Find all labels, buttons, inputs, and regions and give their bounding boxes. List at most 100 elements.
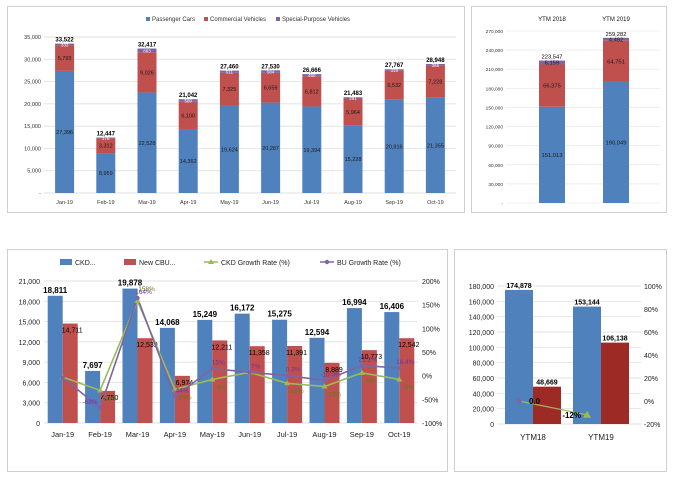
x-tick-label: Jun-19 — [262, 200, 279, 206]
bu-growth-point — [135, 295, 140, 301]
value-label: 863 — [143, 48, 151, 53]
y2-tick-label: 200% — [422, 279, 440, 286]
bar-commercial-vehicles — [219, 72, 239, 106]
y2-tick-label: 40% — [644, 353, 658, 360]
y-tick-label: 60,000 — [488, 163, 503, 169]
total-label: 26,666 — [303, 68, 322, 74]
y-tick-label: 240,000 — [486, 48, 504, 54]
ckd-growth-point — [134, 297, 141, 303]
y-tick-label: - — [39, 191, 41, 197]
bar-passenger-cars — [539, 106, 565, 203]
bu-growth-point — [397, 365, 402, 371]
ckd-value-label: 153,144 — [574, 300, 599, 307]
value-label: 511 — [226, 70, 234, 75]
total-label: 21,483 — [344, 91, 363, 97]
legend-label-ckd: CKD... — [75, 260, 96, 267]
total-label: 223,547 — [542, 55, 563, 61]
ckd-growth-point — [358, 369, 365, 375]
y-tick-label: 3,000 — [22, 401, 40, 408]
bu-growth-point — [172, 394, 178, 399]
bar-passenger-cars — [55, 70, 75, 193]
y-tick-label: 5,000 — [27, 169, 41, 175]
x-tick-label: Feb-19 — [88, 430, 112, 439]
bu-growth-point — [247, 370, 252, 375]
y-tick-label: 150,000 — [486, 105, 504, 111]
ckd-growth-point — [171, 386, 178, 392]
value-label: 14,362 — [180, 159, 197, 165]
y-tick-label: 210,000 — [486, 67, 504, 73]
bar-commercial-vehicles — [96, 138, 116, 154]
legend-label-cbu: New CBU... — [139, 260, 176, 267]
value-label: 20,287 — [262, 146, 279, 152]
y-tick-label: 140,000 — [469, 315, 494, 322]
ckd-value-label: 15,275 — [267, 310, 292, 319]
y-tick-label: 90,000 — [488, 144, 503, 150]
category-label: YTM 2019 — [602, 17, 630, 23]
line-bu-growth — [62, 295, 400, 410]
bar-ckd — [47, 295, 63, 423]
cbu-value-label: 48,669 — [536, 380, 558, 387]
bu-growth-label: 0.3% — [286, 367, 301, 374]
legend-swatch-ckd — [60, 259, 72, 265]
bar-commercial-vehicles — [55, 45, 75, 71]
line-growth — [518, 400, 588, 416]
ckd-growth-point — [284, 380, 291, 386]
y2-tick-label: 20% — [644, 376, 658, 383]
x-tick-label: Apr-19 — [180, 200, 197, 206]
y-tick-label: 35,000 — [24, 35, 41, 41]
ckd-value-label: 15,249 — [193, 310, 218, 319]
bu-growth-label: 7% — [251, 363, 261, 370]
total-label: 27,767 — [385, 63, 404, 69]
x-tick-label: Jun-19 — [238, 430, 261, 439]
bar-commercial-vehicles — [539, 64, 565, 107]
y-tick-label: 15,000 — [24, 124, 41, 130]
legend-swatch-cbu — [124, 259, 136, 265]
total-label: 12,447 — [97, 132, 116, 138]
bu-growth-label: 15% — [212, 360, 225, 367]
bar-commercial-vehicles — [261, 72, 281, 103]
cbu-value-label: 12,211 — [211, 344, 232, 351]
ckd-value-label: 19,878 — [118, 279, 143, 288]
legend-marker-bu-growth — [324, 259, 330, 265]
x-tick-label: May-19 — [220, 200, 238, 206]
value-label: 6,532 — [387, 83, 401, 89]
x-tick-label: Oct-19 — [388, 430, 411, 439]
ckd-growth-point — [209, 376, 216, 382]
ckd-growth-label: -8% — [403, 384, 415, 391]
value-label: 27,396 — [56, 130, 73, 136]
value-label: 5,793 — [58, 56, 72, 62]
y-tick-label: 100,000 — [469, 345, 494, 352]
bar-passenger-cars — [261, 102, 281, 193]
bar-commercial-vehicles — [302, 76, 322, 107]
bar-passenger-cars — [178, 128, 198, 193]
cbu-value-label: 10,773 — [361, 354, 383, 361]
bar-special-purpose-vehicles — [219, 70, 239, 73]
y2-tick-label: 0% — [644, 399, 654, 406]
bu-growth-point — [60, 375, 65, 380]
bar-special-purpose-vehicles — [96, 137, 116, 139]
bar-special-purpose-vehicles — [384, 69, 404, 71]
ytm-sales-chart-panel: - 30,000 60,000 90,000 120,000 150,000 180,000… — [471, 6, 667, 213]
monthly-sales-chart-panel: - 5,000 10,000 15,000 20,000 25,000 30,000 35,0… — [7, 6, 465, 213]
bar-passenger-cars — [425, 97, 445, 193]
bar-commercial-vehicles — [384, 70, 404, 100]
ytm-ckd-cbu-chart-panel: 0 20,000 40,000 60,000 80,000 100,000 120,000 1… — [454, 249, 667, 472]
value-label: 64,751 — [607, 59, 625, 65]
y-tick-label: 25,000 — [24, 80, 41, 86]
legend-label-ckd-growth: CKD Growth Rate (%) — [221, 260, 290, 267]
x-tick-label: Jan-19 — [56, 200, 73, 206]
y2-tick-label: 100% — [422, 326, 440, 333]
bar-special-purpose-vehicles — [603, 37, 629, 41]
bar-passenger-cars — [96, 153, 116, 193]
ckd-growth-point — [396, 376, 403, 382]
bar-cbu — [324, 362, 340, 423]
legend-swatch-commercial-vehicles — [204, 17, 208, 21]
y-tick-label: 21,000 — [19, 279, 41, 286]
bar-special-purpose-vehicles — [55, 43, 75, 46]
value-label: 19,394 — [303, 148, 320, 154]
bar-ckd — [85, 370, 101, 423]
total-label: 21,042 — [179, 93, 198, 99]
line-ckd-growth — [62, 298, 400, 392]
y-tick-label: 18,000 — [19, 299, 41, 306]
y2-tick-label: 100% — [644, 284, 662, 291]
